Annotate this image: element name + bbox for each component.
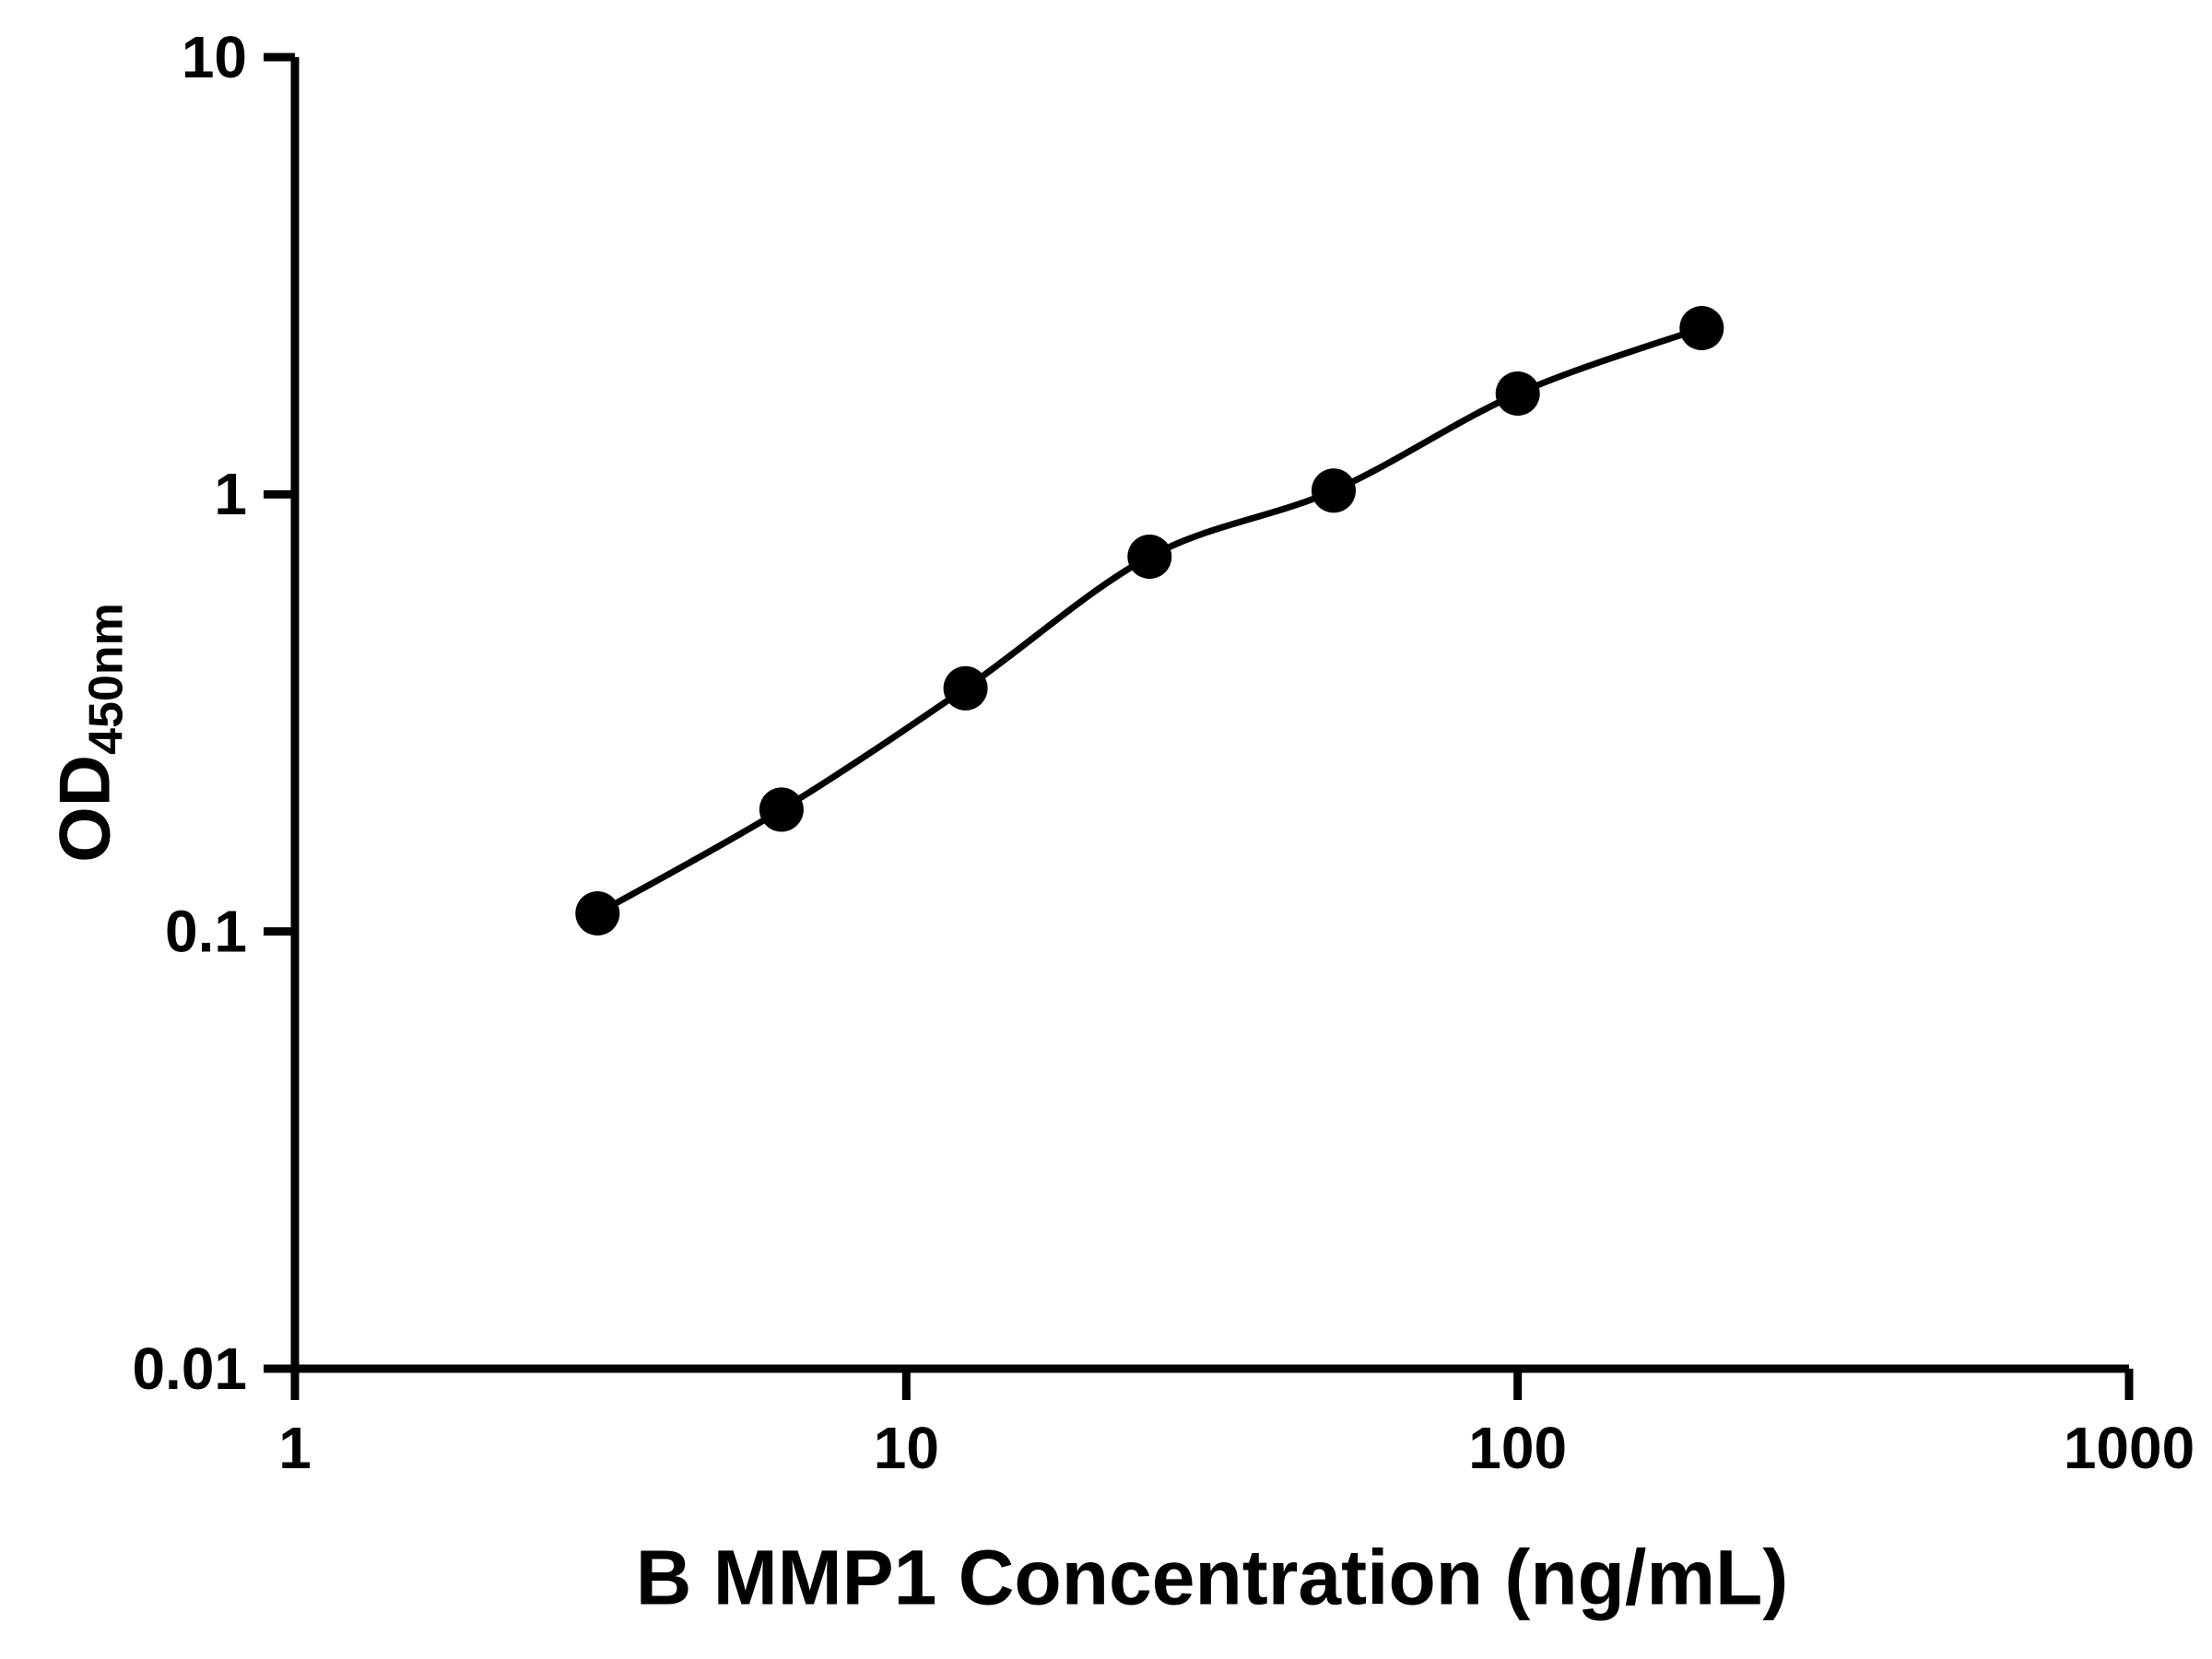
y-axis-tick-label: 10	[182, 24, 247, 90]
data-point-marker	[575, 891, 620, 935]
y-axis-title-sub: 450nm	[79, 603, 134, 755]
y-axis-tick-label: 0.1	[165, 898, 247, 964]
y-axis-title: OD450nm	[43, 603, 135, 863]
x-axis-title: B MMP1 Concentration (ng/mL)	[635, 1534, 1789, 1621]
data-point-marker	[1312, 468, 1356, 513]
y-axis-tick-label: 1	[214, 461, 247, 527]
data-point-marker	[1495, 371, 1540, 416]
x-axis-tick-label: 10	[874, 1415, 939, 1481]
data-point-marker	[1679, 306, 1724, 350]
data-point-marker	[943, 665, 988, 711]
axes-frame	[290, 57, 2129, 1373]
x-axis-tick-label: 1000	[2064, 1415, 2194, 1481]
x-axis-tick-label: 1	[278, 1415, 312, 1481]
x-axis-tick-label: 100	[1468, 1415, 1567, 1481]
y-axis-title-main: OD	[43, 754, 125, 863]
standard-curve-line	[595, 324, 1703, 917]
data-point-marker	[759, 787, 804, 832]
y-axis-tick-label: 0.01	[132, 1335, 247, 1402]
data-point-marker	[1127, 535, 1172, 579]
